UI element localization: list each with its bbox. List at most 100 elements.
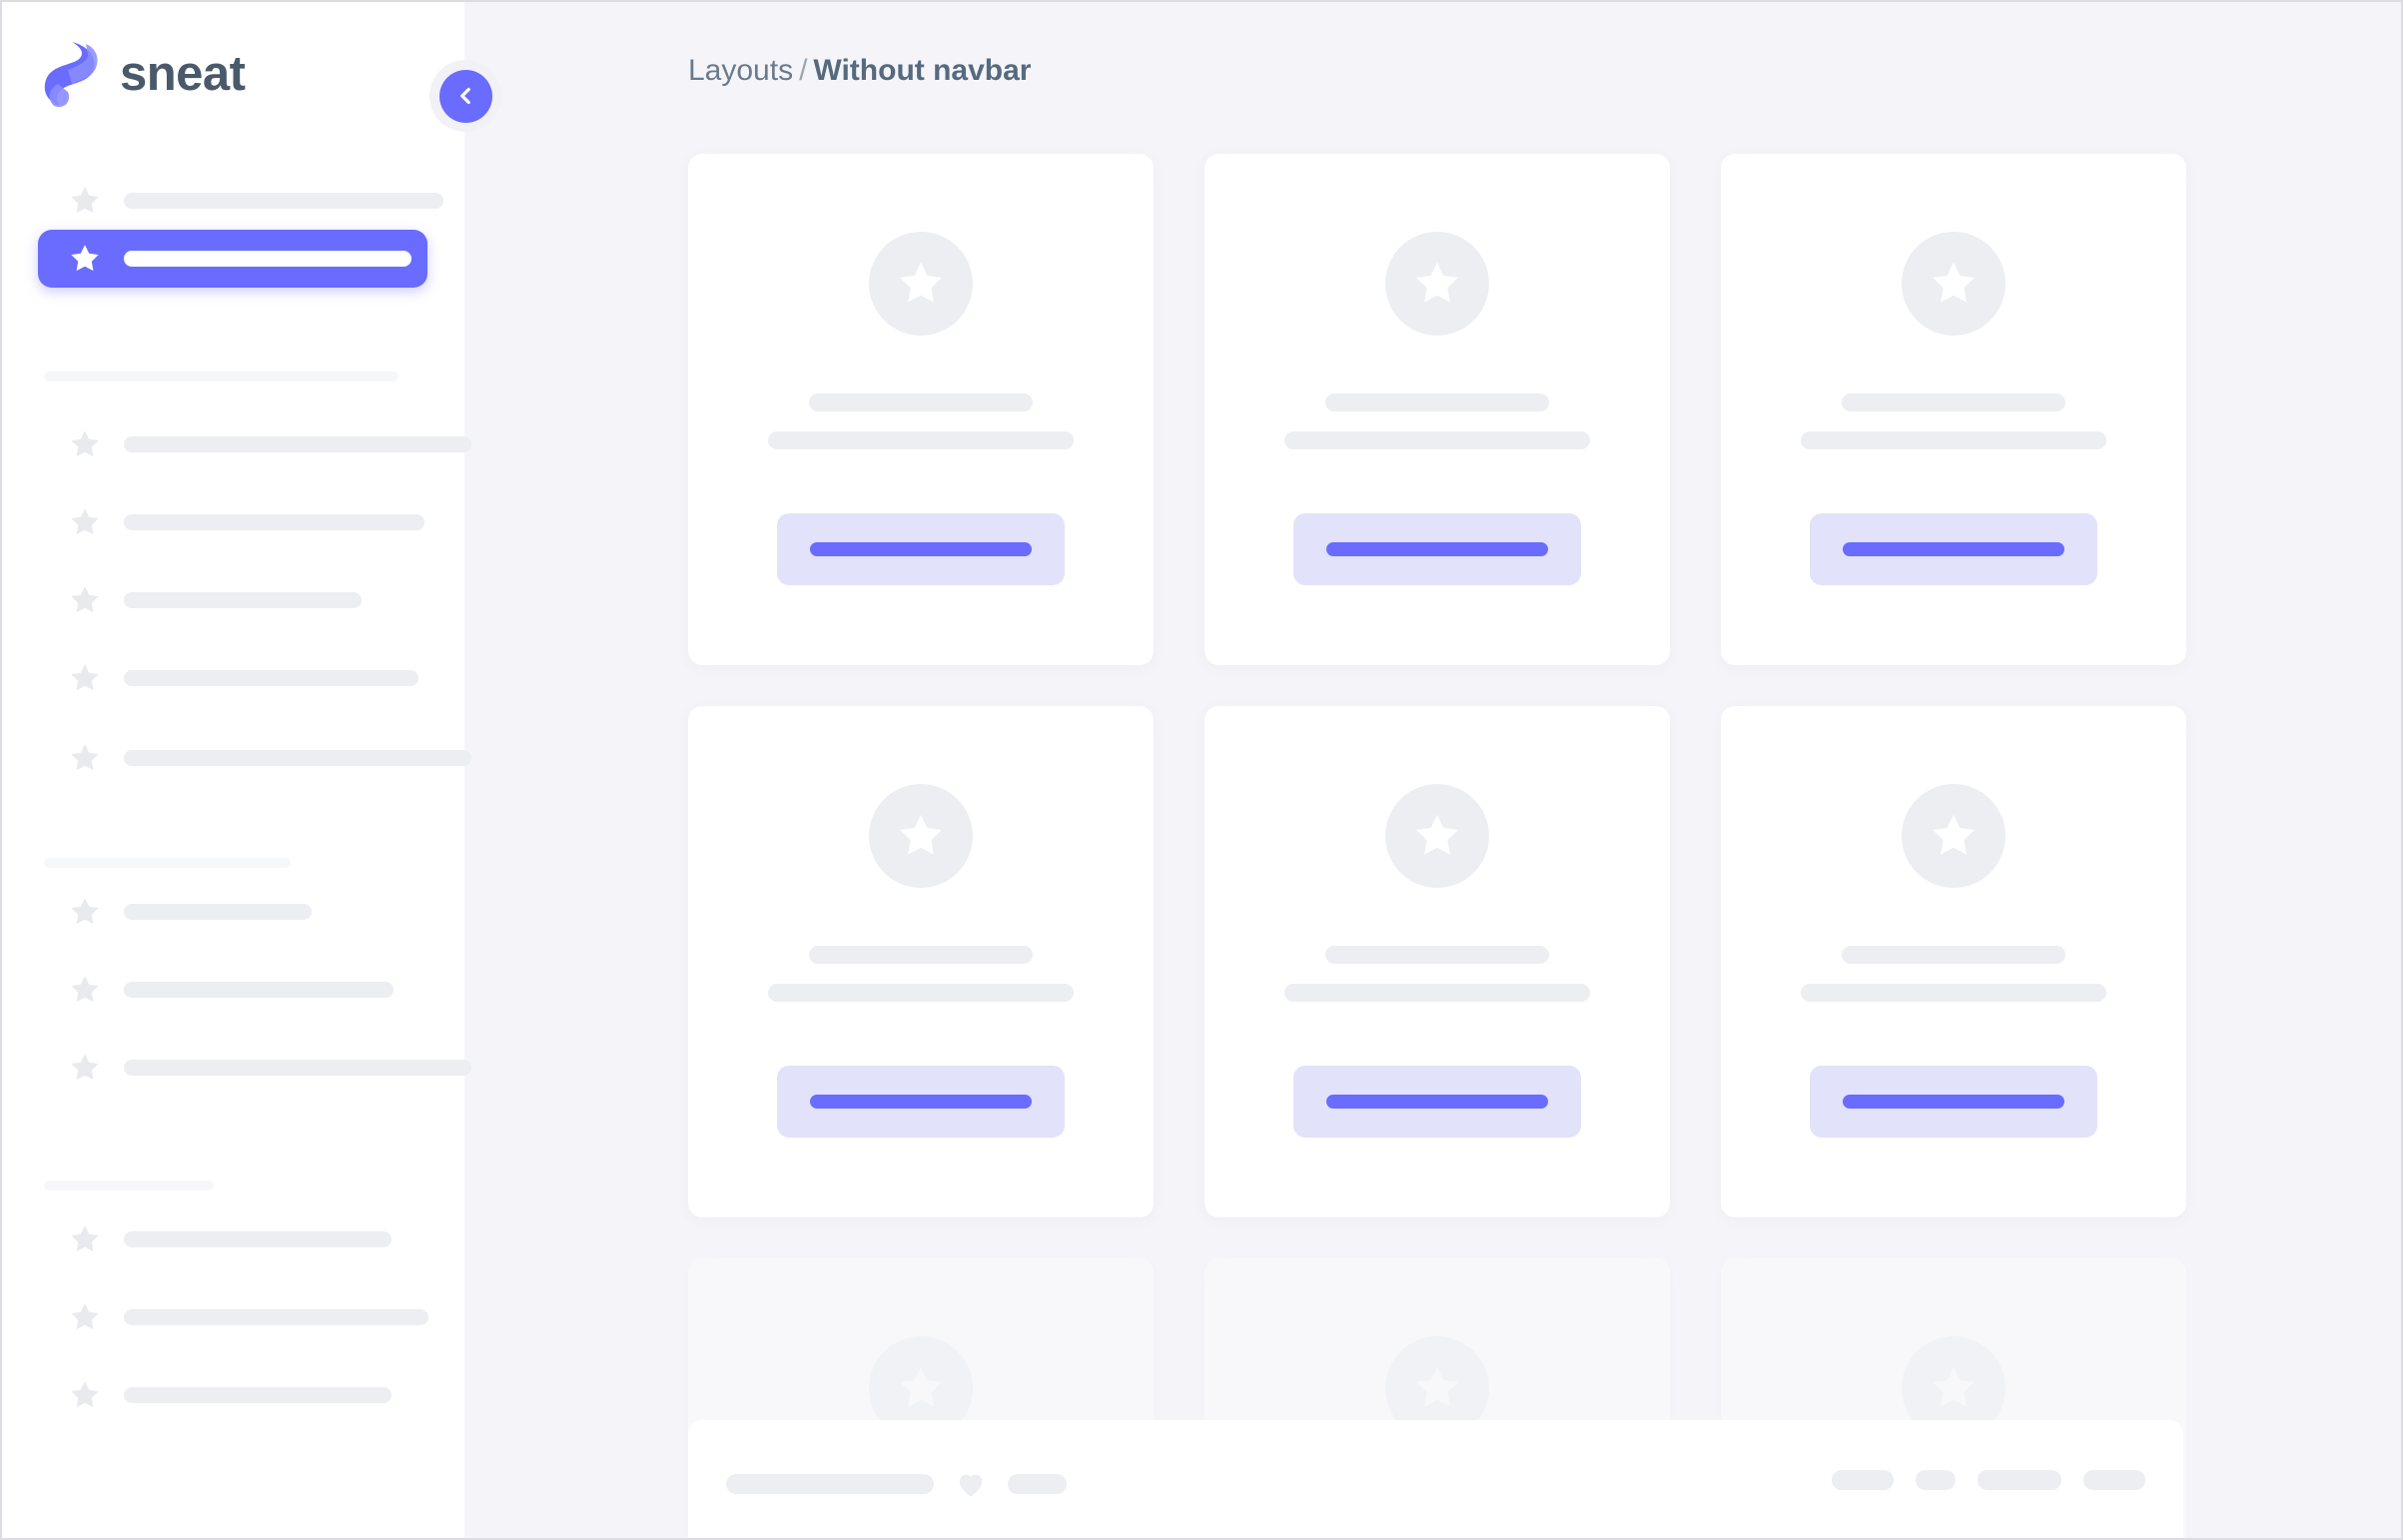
card-text-skeleton [768,431,1074,449]
star-icon [68,1300,102,1334]
star-icon [895,810,947,862]
heart-icon[interactable] [956,1470,986,1498]
sidebar-item-label-skeleton [124,670,418,686]
sidebar-item-label-skeleton [124,750,471,766]
footer-left-item-skeleton-0[interactable] [726,1474,934,1494]
star-icon [895,1362,947,1414]
star-icon [1411,810,1463,862]
skeleton-card[interactable] [688,154,1154,665]
card-avatar [869,784,973,888]
sidebar-section-divider-2 [44,1180,214,1190]
star-icon [1411,258,1463,310]
star-icon [68,1051,102,1085]
sidebar-item-label-skeleton [124,904,312,920]
card-action-button[interactable] [777,1066,1065,1138]
card-action-label-skeleton [810,542,1032,556]
sidebar-item-10[interactable] [38,1210,392,1268]
sneat-s-logo-icon [42,40,100,108]
card-action-button[interactable] [1810,513,2097,585]
sidebar-item-8[interactable] [38,961,394,1019]
star-icon [1928,258,1980,310]
sidebar-item-label-skeleton [124,436,471,452]
footer-left-item-skeleton-2[interactable] [1008,1474,1067,1494]
card-text-skeleton [1801,431,2106,449]
card-text-skeleton [768,984,1074,1002]
footer-right-item-skeleton-0[interactable] [1832,1470,1894,1490]
sidebar-item-label-skeleton [124,251,411,267]
skeleton-card[interactable] [1721,706,2186,1217]
card-text-skeleton [1325,393,1549,411]
card-action-label-skeleton [810,1095,1032,1109]
skeleton-card[interactable] [1721,154,2186,665]
star-icon [1928,1362,1980,1414]
card-text-skeleton [1801,984,2106,1002]
sidebar-item-label-skeleton [124,982,394,998]
card-action-button[interactable] [1293,513,1581,585]
card-action-label-skeleton [1326,1095,1548,1109]
sidebar-item-4[interactable] [38,571,362,629]
star-icon [68,242,102,276]
star-icon [68,661,102,695]
sidebar-item-12[interactable] [38,1366,392,1424]
star-icon [68,1378,102,1412]
brand[interactable]: sneat [42,40,246,108]
breadcrumb: Layouts / Without navbar [688,54,1031,88]
footer-right-item-skeleton-2[interactable] [1978,1470,2061,1490]
sidebar-item-label-skeleton [124,1387,392,1403]
breadcrumb-separator: / [799,54,808,87]
card-avatar [1385,784,1489,888]
sidebar-item-3[interactable] [38,493,424,551]
sidebar-item-7[interactable] [38,883,312,941]
star-icon [68,741,102,775]
card-action-label-skeleton [1326,542,1548,556]
card-action-label-skeleton [1843,542,2064,556]
star-icon [68,973,102,1007]
card-avatar [1902,784,2005,888]
star-icon [68,895,102,929]
card-action-button[interactable] [1810,1066,2097,1138]
footer-bar [688,1420,2183,1538]
card-avatar [1385,232,1489,336]
sidebar-item-label-skeleton [124,514,424,530]
skeleton-card[interactable] [1204,154,1670,665]
sidebar-item-label-skeleton [124,1060,471,1076]
card-action-button[interactable] [777,513,1065,585]
sidebar-section-divider-1 [44,858,291,868]
sidebar-item-label-skeleton [124,592,362,608]
star-icon [895,258,947,310]
sidebar-collapse-button[interactable] [429,60,501,132]
main-content: Layouts / Without navbar [464,2,2401,1538]
sidebar-item-0[interactable] [38,172,443,230]
breadcrumb-parent[interactable]: Layouts [688,54,794,87]
brand-name: sneat [120,46,246,101]
sidebar-item-1-active[interactable] [38,230,427,288]
star-icon [68,583,102,617]
footer-right-item-skeleton-3[interactable] [2083,1470,2145,1490]
sidebar-item-6[interactable] [38,729,471,787]
footer-right-group [1832,1470,2145,1490]
skeleton-card[interactable] [688,706,1154,1217]
card-text-skeleton [1284,431,1590,449]
sidebar-item-5[interactable] [38,649,418,707]
star-icon [68,505,102,539]
card-action-button[interactable] [1293,1066,1581,1138]
sidebar-item-2[interactable] [38,415,471,473]
star-icon [68,427,102,461]
footer-right-item-skeleton-1[interactable] [1916,1470,1956,1490]
card-text-skeleton [809,393,1033,411]
card-text-skeleton [809,946,1033,964]
star-icon [68,184,102,218]
sidebar: sneat [2,2,501,1538]
card-text-skeleton [1842,393,2065,411]
star-icon [1928,810,1980,862]
card-text-skeleton [1325,946,1549,964]
skeleton-card[interactable] [1204,706,1670,1217]
sidebar-item-label-skeleton [124,193,443,209]
breadcrumb-current: Without navbar [813,54,1032,87]
card-text-skeleton [1842,946,2065,964]
sidebar-item-label-skeleton [124,1231,392,1247]
sidebar-item-11[interactable] [38,1288,428,1346]
sidebar-item-9[interactable] [38,1039,471,1097]
card-avatar [1902,232,2005,336]
